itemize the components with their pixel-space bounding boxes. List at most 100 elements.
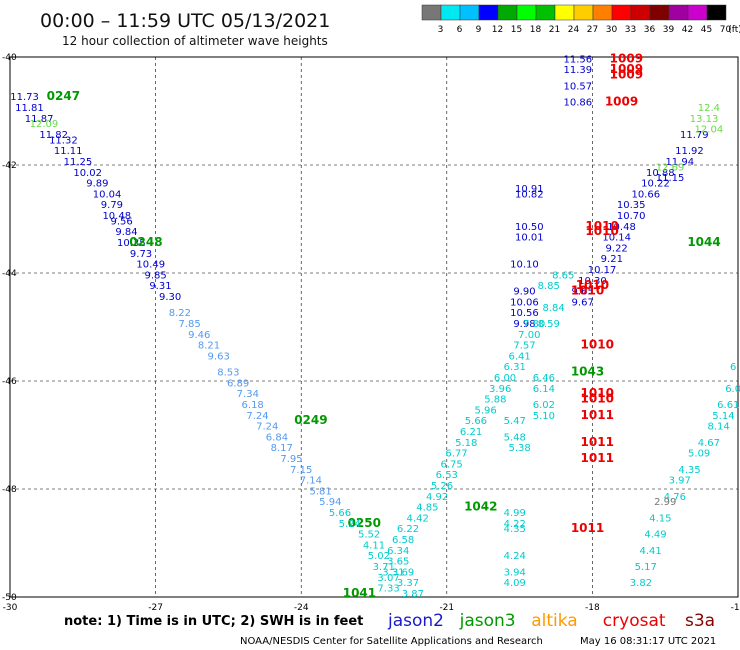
wave-height-label: 10.56 [510, 308, 539, 319]
wave-height-label: 1009 [610, 62, 643, 76]
legend-tick-label: 30 [606, 25, 618, 35]
wave-height-label: 1041 [343, 586, 376, 600]
wave-height-label: 9.67 [572, 297, 594, 308]
wave-height-label: 9.63 [208, 351, 230, 362]
wave-height-label: 5.24 [339, 519, 361, 530]
wave-height-label: 5.26 [431, 481, 453, 492]
wave-height-label: 4.41 [640, 546, 662, 557]
wave-height-label: 6.58 [392, 535, 414, 546]
legend-swatch [478, 4, 499, 21]
x-tick-label: -27 [148, 603, 163, 613]
wave-height-label: 10.50 [515, 222, 544, 233]
wave-height-label: 4.76 [664, 492, 686, 503]
wave-height-label: 12.69 [656, 162, 685, 173]
legend-tick-label: 39 [663, 25, 675, 35]
wave-height-label: 8.14 [707, 422, 729, 433]
wave-height-label: 3.07 [377, 573, 399, 584]
wave-height-label: 7.34 [237, 389, 259, 400]
legend-swatch [668, 4, 689, 21]
satellite-altika: altika [531, 611, 578, 631]
wave-height-label: 10.35 [617, 200, 646, 211]
legend-swatch [573, 4, 594, 21]
wave-height-label: 10.01 [515, 233, 544, 244]
wave-height-label: 5.52 [358, 530, 380, 541]
wave-height-label: 5.09 [688, 449, 710, 460]
wave-height-label: 6.22 [397, 524, 419, 535]
legend-swatch [611, 4, 632, 21]
wave-height-label: 0247 [47, 89, 80, 103]
wave-height-label: 9.22 [606, 243, 628, 254]
wave-height-label: 6.75 [441, 459, 463, 470]
chart-subtitle: 12 hour collection of altimeter wave hei… [62, 34, 328, 48]
footer: note: 1) Time is in UTC; 2) SWH is in fe… [64, 611, 716, 647]
wave-height-label: 11.94 [665, 157, 694, 168]
wave-height-label: 6.84 [266, 432, 288, 443]
satellite-legend: jason2 jason3 altika cryosat s3a [387, 611, 715, 631]
wave-height-label: 6.0 [725, 384, 740, 395]
wave-height-label: 4.24 [504, 551, 526, 562]
legend-tick-label: 6 [457, 25, 463, 35]
legend-swatch [554, 4, 575, 21]
wave-height-label: 11.11 [54, 146, 83, 157]
wave-height-label: 6.89 [227, 378, 249, 389]
wave-height-label: 4.99 [504, 508, 526, 519]
wave-height-label: 1009 [610, 68, 643, 82]
wave-height-label: 3.94 [504, 567, 526, 578]
x-tick-label: -21 [439, 603, 454, 613]
wave-height-label: 4.11 [363, 540, 385, 551]
wave-height-label: 11.79 [680, 130, 709, 141]
page-title: 00:00 – 11:59 UTC 05/13/2021 [40, 10, 330, 32]
wave-height-label: 1009 [610, 51, 643, 65]
wave-height-label: 5.96 [474, 405, 496, 416]
legend-swatch [592, 4, 613, 21]
legend-swatch [535, 4, 556, 21]
wave-height-label: 6.53 [436, 470, 458, 481]
legend-tick-label: 9 [476, 25, 482, 35]
wave-height-label: 6.00 [494, 373, 516, 384]
wave-height-label: 11.82 [39, 130, 68, 141]
satellite-jason2: jason2 [387, 611, 444, 631]
wave-height-label: 10.70 [617, 211, 646, 222]
wave-height-label: 2.99 [654, 497, 676, 508]
wave-height-label: 3.97 [669, 476, 691, 487]
wave-height-label: 10.02 [73, 168, 102, 179]
wave-height-label: 9.30 [159, 292, 181, 303]
wave-height-label: 11.32 [49, 135, 78, 146]
wave-height-label: 4.35 [504, 524, 526, 535]
wave-height-label: 6.34 [387, 546, 409, 557]
wave-height-label: 1042 [464, 500, 497, 514]
legend-swatch [421, 4, 442, 21]
legend-swatch [630, 4, 651, 21]
wave-height-label: 5.81 [309, 486, 331, 497]
wave-height-label: 12.4 [698, 103, 720, 114]
wave-height-label: 8.21 [198, 341, 220, 352]
wave-height-label: 9.84 [115, 227, 137, 238]
wave-height-label: 1011 [581, 408, 614, 422]
wave-height-label: 1010 [571, 284, 604, 298]
wave-height-label: 8.22 [169, 308, 191, 319]
wave-height-label: 1011 [581, 435, 614, 449]
wave-height-label: 8.84 [542, 303, 564, 314]
legend-unit: (ft) [728, 25, 740, 35]
wave-height-label: 8.59 [538, 319, 560, 330]
wave-height-label: 9.31 [149, 281, 171, 292]
wave-height-label: 1044 [687, 235, 720, 249]
wave-height-label: 5.17 [635, 562, 657, 573]
legend-tick-label: 3 [438, 25, 444, 35]
wave-height-label: 8.17 [271, 443, 293, 454]
wave-height-label: 5.47 [504, 416, 526, 427]
wave-height-label: 5.66 [329, 508, 351, 519]
wave-height-label: 3.82 [630, 578, 652, 589]
wave-height-label: 6.41 [508, 351, 530, 362]
wave-height-label: 1011 [571, 521, 604, 535]
wave-height-label: 6.14 [533, 384, 555, 395]
wave-height-label: 11.25 [64, 157, 93, 168]
wave-height-label: 10.86 [564, 98, 593, 109]
wave-height-label: 6.31 [504, 362, 526, 373]
wave-height-label: 7.24 [256, 422, 278, 433]
satellite-jason3: jason3 [459, 611, 516, 631]
wave-height-label: 4.35 [678, 465, 700, 476]
x-tick-label: -30 [3, 603, 18, 613]
legend-swatch [440, 4, 461, 21]
legend-swatch [687, 4, 708, 21]
